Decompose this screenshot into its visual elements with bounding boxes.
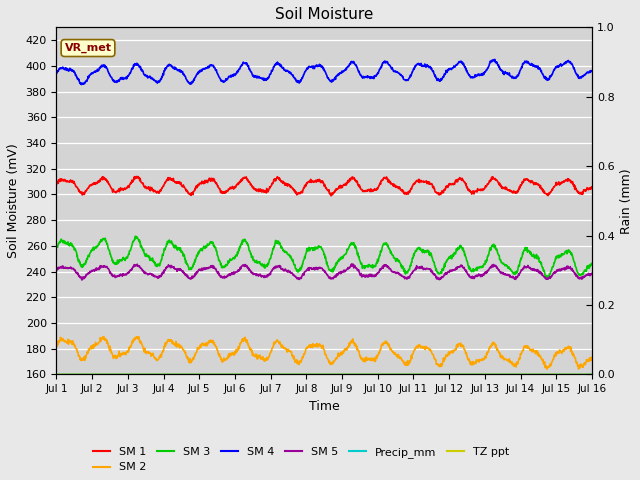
- Legend: TZ ppt: TZ ppt: [89, 477, 159, 480]
- Y-axis label: Soil Moisture (mV): Soil Moisture (mV): [7, 144, 20, 258]
- X-axis label: Time: Time: [309, 400, 340, 413]
- Text: VR_met: VR_met: [65, 43, 111, 53]
- Title: Soil Moisture: Soil Moisture: [275, 7, 373, 22]
- Y-axis label: Rain (mm): Rain (mm): [620, 168, 633, 234]
